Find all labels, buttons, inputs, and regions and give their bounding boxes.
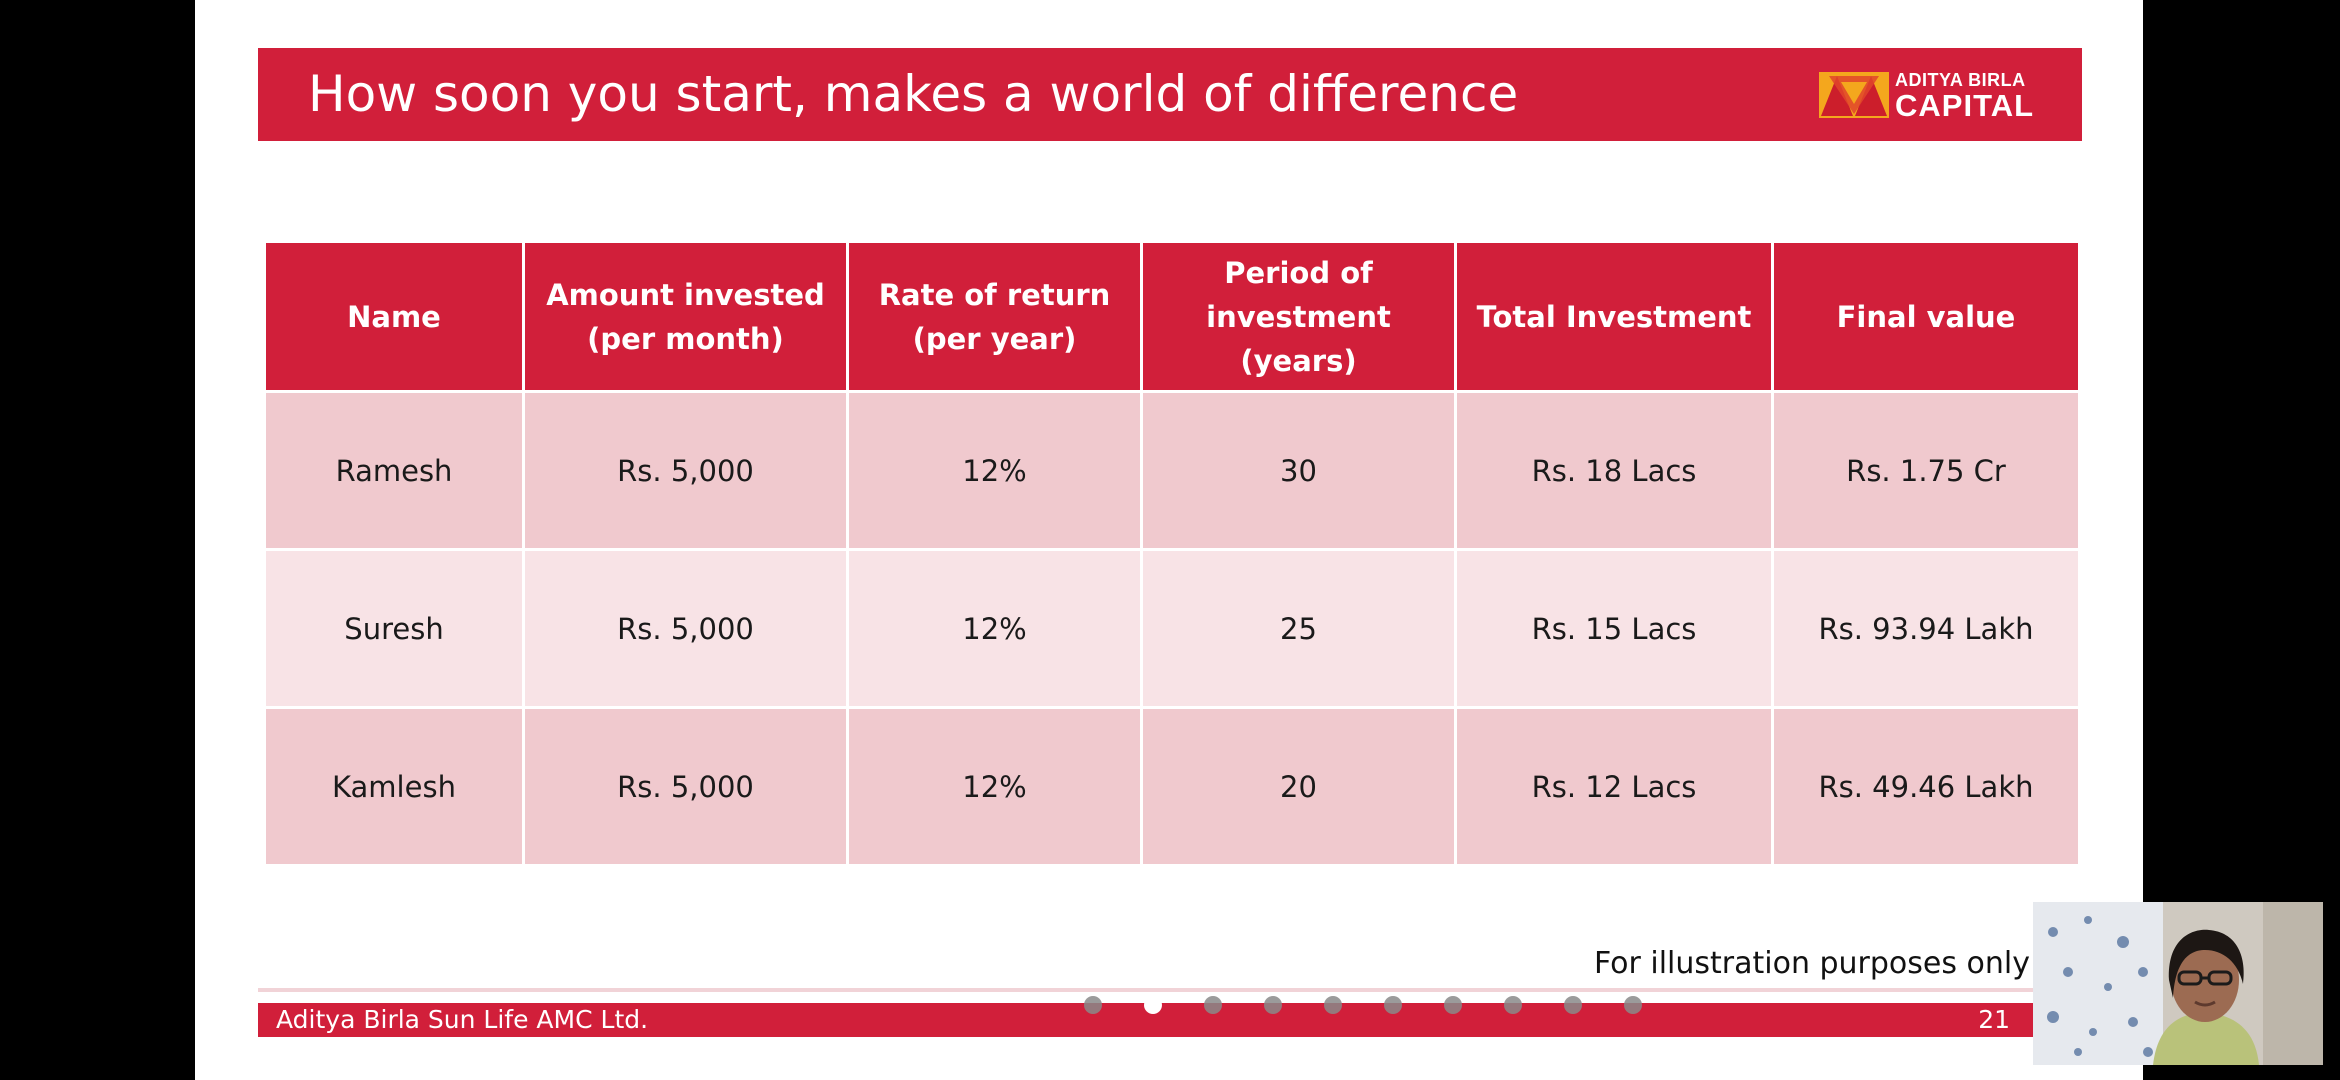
- cell-period: 20: [1140, 706, 1457, 867]
- pager-dot[interactable]: [1204, 996, 1222, 1014]
- table-row: Kamlesh Rs. 5,000 12% 20 Rs. 12 Lacs Rs.…: [263, 706, 2081, 867]
- pager-dot[interactable]: [1564, 996, 1582, 1014]
- cell-amount: Rs. 5,000: [522, 390, 849, 551]
- title-bar: How soon you start, makes a world of dif…: [258, 48, 2082, 141]
- brand-logo: ADITYA BIRLA CAPITAL: [1819, 68, 2033, 122]
- pager-dot[interactable]: [1324, 996, 1342, 1014]
- pager-dot[interactable]: [1384, 996, 1402, 1014]
- table-header-row: Name Amount invested (per month) Rate of…: [263, 240, 2081, 393]
- header-period: Period of investment (years): [1140, 240, 1457, 393]
- aditya-birla-logo-icon: [1819, 72, 1889, 118]
- header-amount-invested: Amount invested (per month): [522, 240, 849, 393]
- page-number: 21: [1978, 1005, 2010, 1034]
- header-name: Name: [263, 240, 525, 393]
- presenter-video-thumbnail[interactable]: [2033, 902, 2323, 1065]
- header-rate-of-return: Rate of return (per year): [846, 240, 1143, 393]
- cell-final: Rs. 49.46 Lakh: [1771, 706, 2081, 867]
- cell-final: Rs. 93.94 Lakh: [1771, 548, 2081, 709]
- cell-total: Rs. 18 Lacs: [1454, 390, 1774, 551]
- presentation-slide: How soon you start, makes a world of dif…: [195, 0, 2143, 1080]
- cell-name: Suresh: [263, 548, 525, 709]
- footer-bar: Aditya Birla Sun Life AMC Ltd. 21: [258, 1003, 2082, 1037]
- logo-text-line1: ADITYA BIRLA: [1895, 70, 2026, 90]
- logo-text-line2: CAPITAL: [1895, 88, 2035, 123]
- illustration-note: For illustration purposes only: [1593, 946, 2030, 981]
- cell-total: Rs. 12 Lacs: [1454, 706, 1774, 867]
- cell-amount: Rs. 5,000: [522, 548, 849, 709]
- pager-dot[interactable]: [1504, 996, 1522, 1014]
- cell-period: 30: [1140, 390, 1457, 551]
- cell-name: Kamlesh: [263, 706, 525, 867]
- cell-period: 25: [1140, 548, 1457, 709]
- table-row: Ramesh Rs. 5,000 12% 30 Rs. 18 Lacs Rs. …: [263, 390, 2081, 551]
- slide-title: How soon you start, makes a world of dif…: [308, 65, 1519, 123]
- pager-dot[interactable]: [1624, 996, 1642, 1014]
- cell-rate: 12%: [846, 390, 1143, 551]
- cell-total: Rs. 15 Lacs: [1454, 548, 1774, 709]
- cell-name: Ramesh: [263, 390, 525, 551]
- cell-rate: 12%: [846, 548, 1143, 709]
- investment-table: Name Amount invested (per month) Rate of…: [263, 240, 2081, 867]
- cell-amount: Rs. 5,000: [522, 706, 849, 867]
- pager-dot[interactable]: [1144, 996, 1162, 1014]
- pager-dot[interactable]: [1444, 996, 1462, 1014]
- pager-dot[interactable]: [1264, 996, 1282, 1014]
- footer-divider: [258, 988, 2082, 992]
- slide-pager[interactable]: [1084, 995, 1642, 1015]
- header-total-investment: Total Investment: [1454, 240, 1774, 393]
- presenter-video-icon: [2033, 902, 2323, 1065]
- pager-dot[interactable]: [1084, 996, 1102, 1014]
- header-final-value: Final value: [1771, 240, 2081, 393]
- table-row: Suresh Rs. 5,000 12% 25 Rs. 15 Lacs Rs. …: [263, 548, 2081, 709]
- cell-final: Rs. 1.75 Cr: [1771, 390, 2081, 551]
- footer-company: Aditya Birla Sun Life AMC Ltd.: [276, 1005, 649, 1034]
- cell-rate: 12%: [846, 706, 1143, 867]
